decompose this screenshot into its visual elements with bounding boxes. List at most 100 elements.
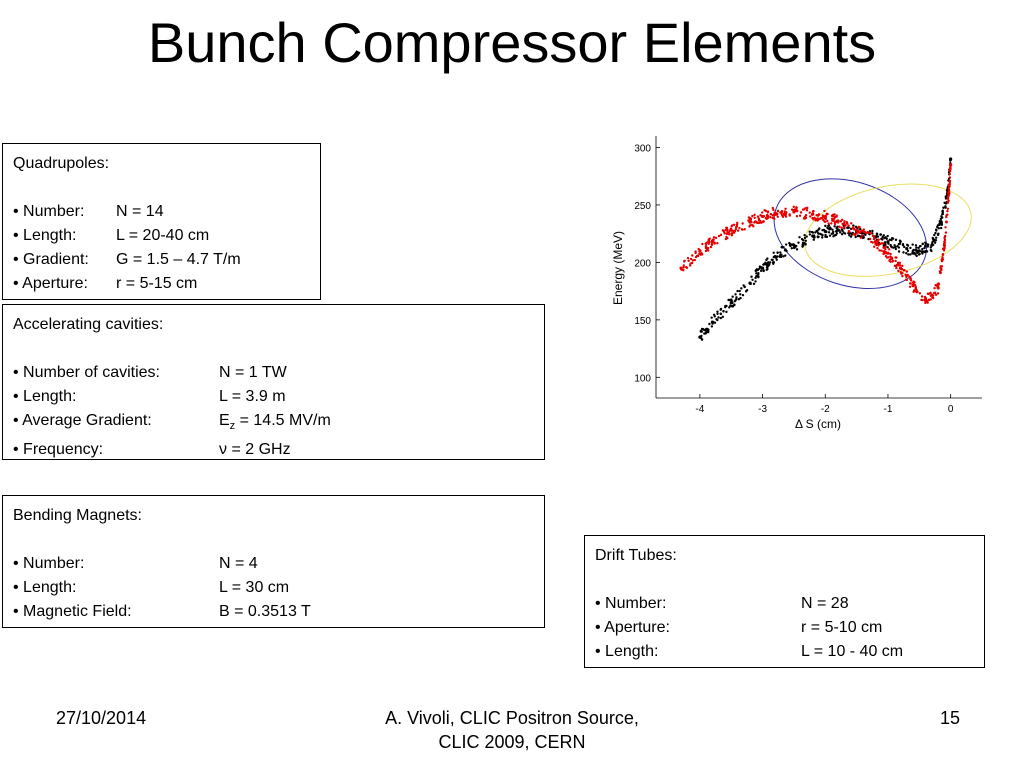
data-point	[827, 231, 831, 234]
data-point	[886, 251, 890, 255]
data-point	[905, 278, 908, 282]
data-point	[750, 220, 753, 224]
data-point	[725, 226, 728, 229]
slide-title: Bunch Compressor Elements	[147, 11, 877, 74]
data-point	[712, 238, 715, 241]
data-point	[704, 331, 707, 335]
data-point	[789, 244, 792, 248]
data-point	[700, 252, 703, 255]
data-point	[843, 220, 846, 223]
data-point	[690, 261, 694, 265]
cavities-row-gradient: • Average Gradient: Ez = 14.5 MV/m	[13, 412, 331, 433]
data-point	[886, 246, 889, 249]
data-point	[915, 249, 918, 252]
data-point	[933, 233, 936, 237]
data-point	[738, 289, 741, 293]
data-point	[771, 216, 774, 220]
data-point	[854, 225, 858, 229]
data-point	[841, 222, 845, 226]
data-point	[914, 286, 918, 289]
data-point	[724, 237, 728, 241]
data-point	[812, 209, 815, 213]
data-point	[889, 252, 892, 256]
data-point	[753, 216, 756, 219]
data-point	[926, 301, 929, 304]
data-point	[839, 220, 843, 223]
data-point	[713, 315, 716, 318]
accelerating-cavities-heading: Accelerating cavities:	[13, 316, 164, 333]
data-point	[759, 214, 762, 217]
data-point	[712, 236, 716, 239]
data-point	[879, 233, 883, 236]
data-point	[891, 260, 894, 263]
data-point	[749, 282, 752, 286]
y-tick-label: 250	[634, 201, 651, 212]
data-point	[717, 316, 720, 319]
data-point	[860, 234, 864, 237]
data-point	[939, 271, 942, 274]
data-point	[920, 295, 924, 298]
data-point	[908, 285, 912, 288]
data-point	[686, 256, 690, 260]
data-point	[832, 230, 835, 234]
data-point	[934, 231, 937, 235]
data-point	[708, 322, 711, 326]
data-point	[803, 236, 807, 240]
quadrupoles-row-aperture: • Aperture: r = 5-15 cm	[13, 275, 198, 292]
data-point	[687, 259, 690, 262]
data-point	[782, 246, 785, 249]
data-point	[912, 248, 915, 252]
data-point	[767, 261, 770, 264]
data-point	[894, 238, 898, 242]
data-point	[859, 227, 862, 231]
data-point	[895, 263, 899, 267]
data-point	[840, 233, 844, 236]
data-point	[870, 240, 873, 244]
data-point	[914, 284, 917, 287]
data-point	[894, 247, 898, 251]
data-point	[772, 262, 775, 265]
drift-tubes-heading: Drift Tubes:	[595, 547, 677, 564]
data-point	[741, 293, 745, 297]
data-point	[810, 213, 814, 216]
data-point	[776, 212, 779, 215]
quadrupoles-box: Quadrupoles: • Number: N = 14 • Length: L …	[2, 143, 321, 300]
data-point	[795, 215, 799, 218]
data-point	[882, 244, 886, 248]
data-point	[871, 234, 875, 238]
data-point	[706, 328, 709, 331]
quadrupoles-row-gradient: • Gradient: G = 1.5 – 4.7 T/m	[13, 251, 241, 268]
data-point	[895, 256, 898, 259]
data-point	[905, 252, 908, 255]
data-point	[774, 256, 778, 259]
data-point	[795, 206, 798, 209]
data-point	[876, 247, 879, 250]
data-point	[699, 329, 703, 333]
data-point	[887, 242, 890, 245]
data-point	[821, 214, 825, 217]
data-point	[933, 286, 936, 290]
data-point	[895, 266, 898, 270]
data-point	[717, 234, 721, 238]
data-point	[933, 291, 936, 295]
data-point	[901, 271, 904, 275]
data-point	[894, 259, 897, 263]
data-point	[836, 221, 840, 224]
footer-page-number: 15	[940, 708, 961, 728]
data-point	[736, 289, 739, 293]
data-point	[753, 213, 756, 217]
data-point	[798, 214, 802, 217]
data-point	[754, 280, 757, 283]
data-point	[850, 222, 853, 225]
data-point	[727, 233, 731, 236]
data-point	[685, 266, 689, 269]
data-point	[816, 218, 820, 222]
data-point	[754, 269, 758, 272]
cavities-row-length: • Length: L = 3.9 m	[13, 388, 286, 405]
data-point	[724, 304, 727, 308]
data-point	[930, 249, 933, 253]
data-point	[909, 278, 912, 281]
data-point	[931, 293, 934, 296]
data-point	[857, 225, 861, 229]
data-point	[897, 262, 900, 265]
